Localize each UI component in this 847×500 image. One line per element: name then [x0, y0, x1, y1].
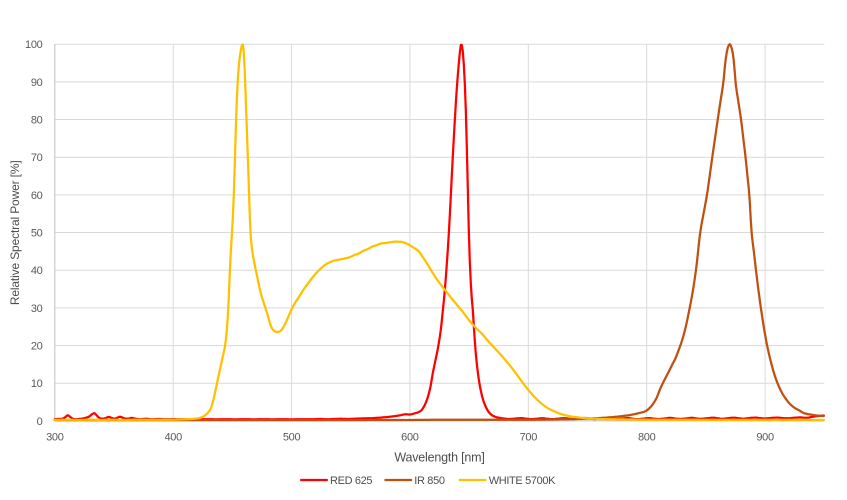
- svg-text:300: 300: [46, 432, 64, 444]
- svg-text:10: 10: [31, 378, 43, 390]
- svg-text:400: 400: [164, 432, 182, 444]
- svg-text:RED 625: RED 625: [330, 475, 372, 487]
- svg-text:0: 0: [37, 416, 43, 428]
- svg-text:20: 20: [31, 341, 43, 353]
- svg-text:80: 80: [31, 115, 43, 127]
- svg-text:40: 40: [31, 265, 43, 277]
- svg-text:90: 90: [31, 77, 43, 89]
- svg-text:30: 30: [31, 303, 43, 315]
- svg-text:50: 50: [31, 228, 43, 240]
- svg-text:Wavelength [nm]: Wavelength [nm]: [394, 451, 484, 465]
- svg-text:100: 100: [25, 39, 43, 51]
- svg-text:70: 70: [31, 152, 43, 164]
- svg-text:IR 850: IR 850: [414, 475, 445, 487]
- svg-text:800: 800: [638, 432, 656, 444]
- svg-text:700: 700: [520, 432, 538, 444]
- svg-text:60: 60: [31, 190, 43, 202]
- svg-text:WHITE 5700K: WHITE 5700K: [489, 475, 556, 487]
- svg-text:600: 600: [401, 432, 419, 444]
- svg-text:Relative Spectral Power [%]: Relative Spectral Power [%]: [8, 160, 22, 305]
- svg-text:900: 900: [756, 432, 774, 444]
- svg-text:500: 500: [283, 432, 301, 444]
